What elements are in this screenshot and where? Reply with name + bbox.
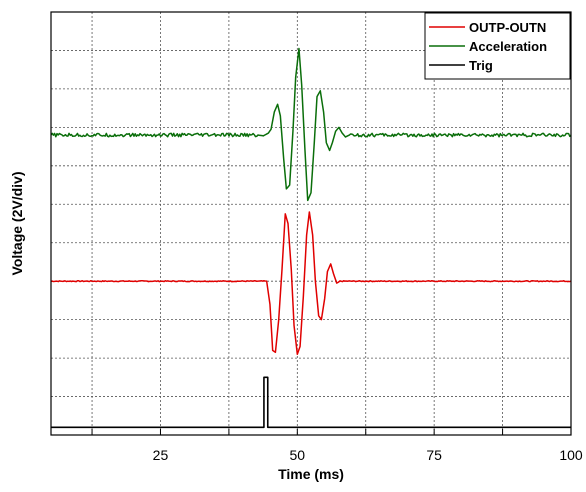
grid-lines bbox=[51, 12, 571, 435]
series-line-trig bbox=[51, 376, 571, 429]
x-tick-label: 50 bbox=[290, 447, 306, 463]
series-line-acceleration bbox=[50, 47, 572, 202]
legend-label: OUTP-OUTN bbox=[469, 20, 546, 35]
series-line-outp-outn bbox=[50, 211, 572, 355]
legend-label: Acceleration bbox=[469, 39, 547, 54]
legend: OUTP-OUTN Acceleration Trig bbox=[424, 12, 571, 80]
x-tick-label: 100 bbox=[559, 447, 583, 463]
y-axis-title: Voltage (2V/div) bbox=[9, 172, 25, 276]
x-axis-title: Time (ms) bbox=[278, 466, 344, 482]
series-lines bbox=[50, 47, 572, 429]
x-tick-label: 75 bbox=[426, 447, 442, 463]
x-tick-label: 25 bbox=[153, 447, 169, 463]
legend-label: Trig bbox=[469, 58, 493, 73]
axis-ticks: 25 50 75 100 bbox=[91, 429, 583, 463]
plot-frame bbox=[50, 11, 572, 436]
